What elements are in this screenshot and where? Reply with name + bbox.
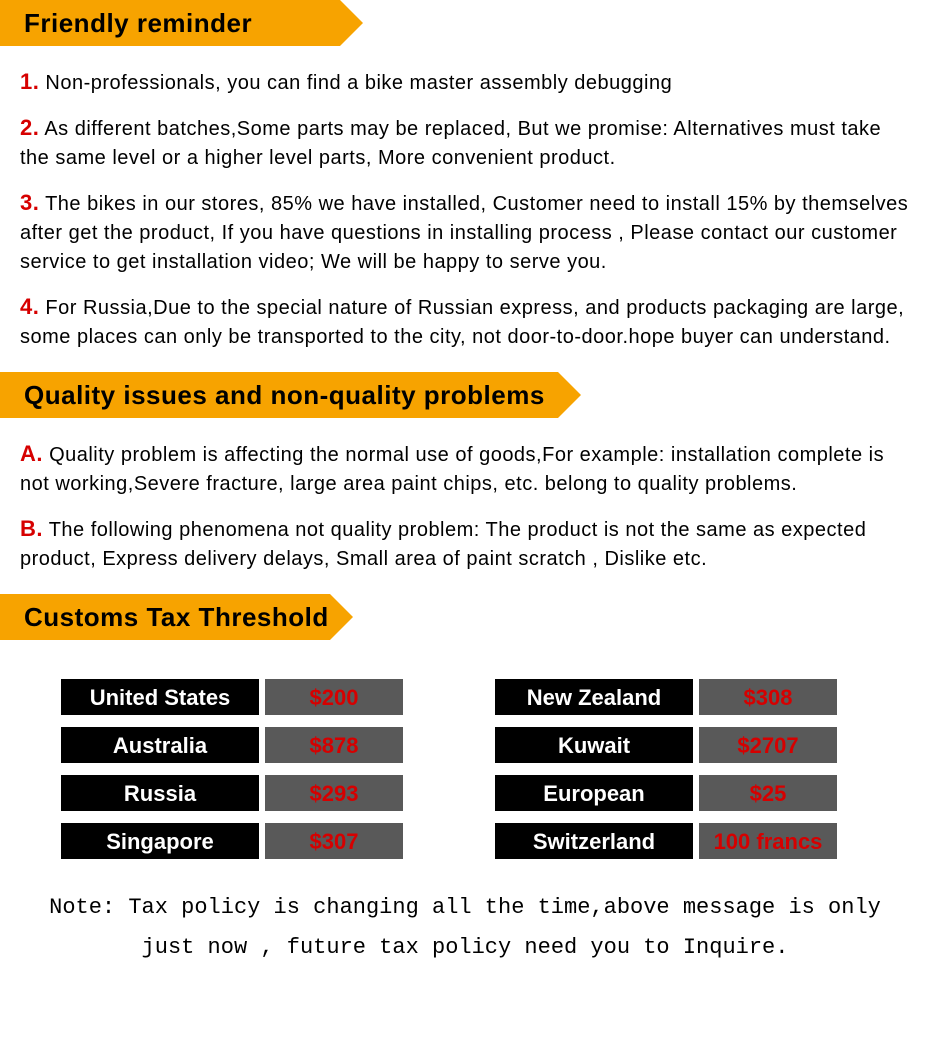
tax-value: $307 [264,822,404,860]
table-row: Russia $293 [60,774,404,812]
tax-country: European [494,774,694,812]
item-number: 1. [20,69,39,94]
tax-note: Note: Tax policy is changing all the tim… [0,860,930,977]
item-text: As different batches,Some parts may be r… [20,118,881,169]
banner-title-friendly: Friendly reminder [0,0,930,46]
tax-column-right: New Zealand $308 Kuwait $2707 European $… [494,678,838,860]
item-number: 4. [20,294,39,319]
tax-country: Singapore [60,822,260,860]
item-number: 3. [20,190,39,215]
item-number: A. [20,441,43,466]
banner-title-customs: Customs Tax Threshold [0,594,930,640]
section-quality-body: A. Quality problem is affecting the norm… [0,438,930,594]
table-row: Switzerland 100 francs [494,822,838,860]
tax-value: $308 [698,678,838,716]
list-item: A. Quality problem is affecting the norm… [20,438,910,499]
table-row: Kuwait $2707 [494,726,838,764]
tax-value: $25 [698,774,838,812]
banner-title-quality: Quality issues and non-quality problems [0,372,930,418]
item-text: Non-professionals, you can find a bike m… [45,72,672,94]
item-text: Quality problem is affecting the normal … [20,444,884,495]
tax-table: United States $200 Australia $878 Russia… [0,660,930,860]
banner-friendly: Friendly reminder [0,0,930,46]
tax-country: Russia [60,774,260,812]
list-item: B. The following phenomena not quality p… [20,513,910,574]
tax-value: $878 [264,726,404,764]
list-item: 2. As different batches,Some parts may b… [20,112,910,173]
table-row: New Zealand $308 [494,678,838,716]
item-text: For Russia,Due to the special nature of … [20,297,904,348]
tax-country: Australia [60,726,260,764]
table-row: European $25 [494,774,838,812]
tax-country: Switzerland [494,822,694,860]
banner-customs: Customs Tax Threshold [0,594,930,640]
section-friendly-body: 1. Non-professionals, you can find a bik… [0,66,930,372]
table-row: United States $200 [60,678,404,716]
list-item: 3. The bikes in our stores, 85% we have … [20,187,910,277]
banner-quality: Quality issues and non-quality problems [0,372,930,418]
table-row: Australia $878 [60,726,404,764]
list-item: 4. For Russia,Due to the special nature … [20,291,910,352]
tax-country: New Zealand [494,678,694,716]
list-item: 1. Non-professionals, you can find a bik… [20,66,910,98]
tax-value: $2707 [698,726,838,764]
tax-country: Kuwait [494,726,694,764]
tax-value: $200 [264,678,404,716]
item-number: 2. [20,115,39,140]
item-number: B. [20,516,43,541]
item-text: The following phenomena not quality prob… [20,519,866,570]
tax-country: United States [60,678,260,716]
tax-value: $293 [264,774,404,812]
item-text: The bikes in our stores, 85% we have ins… [20,193,908,273]
tax-column-left: United States $200 Australia $878 Russia… [60,678,404,860]
tax-value: 100 francs [698,822,838,860]
table-row: Singapore $307 [60,822,404,860]
